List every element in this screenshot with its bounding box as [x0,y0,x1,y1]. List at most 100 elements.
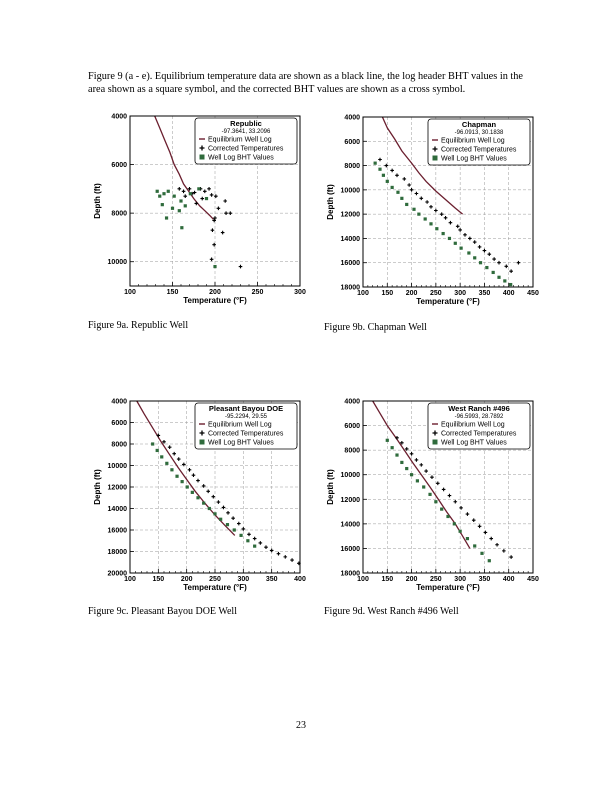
bht-square-point [487,559,491,563]
corrected-cross-point [213,216,217,220]
x-tick-label: 300 [237,576,249,583]
bht-square-point [162,192,166,196]
corrected-cross-point [167,445,172,450]
legend-item-equilibrium: Equilibrium Well Log [208,422,272,429]
x-tick-label: 250 [430,576,442,583]
y-tick-label: 12000 [108,485,128,492]
y-tick-label: 8000 [344,448,360,455]
corrected-cross-point [439,212,444,216]
x-tick-label: 400 [503,290,515,297]
corrected-cross-point [419,463,424,467]
y-tick-label: 10000 [341,472,361,479]
x-tick-label: 300 [454,576,466,583]
legend-item-corrected: Corrected Temperatures [208,146,284,153]
bht-square-point [373,161,377,165]
bht-square-point [396,190,400,194]
x-tick-label: 200 [406,576,418,583]
bht-square-point [503,279,507,283]
bht-square-point [170,206,175,210]
chart-caption-9c: Figure 9c. Pleasant Bayou DOE Well [88,606,237,617]
legend-title: Republic [230,119,262,128]
y-tick-label: 8000 [344,163,360,170]
x-tick-label: 250 [252,289,264,296]
bht-square-point [160,455,164,459]
corrected-cross-point [183,194,188,198]
corrected-cross-point [407,183,411,187]
plot-frame [362,400,534,574]
corrected-cross-point [191,473,196,477]
y-axis-label: Depth (ft) [93,183,102,219]
bht-square-point [485,265,489,270]
bht-square-point [385,179,389,183]
bht-square-point [428,492,432,496]
y-tick-label: 4000 [344,115,360,122]
corrected-cross-point [172,451,176,456]
legend-item-equilibrium: Equilibrium Well Log [208,137,272,144]
x-tick-label: 300 [294,289,306,296]
bht-square-point [151,442,155,446]
page-number: 23 [296,720,306,731]
corrected-cross-point [216,500,221,504]
bht-square-point [465,537,470,541]
corrected-cross-point [492,257,496,261]
bht-square-point [381,173,385,177]
corrected-cross-point [504,264,509,269]
bht-square-point [478,261,483,265]
legend-item-bht: Well Log BHT Values [208,440,274,447]
bht-square-point [467,251,471,255]
corrected-cross-point [276,551,281,556]
corrected-cross-point [269,548,274,553]
corrected-cross-point [237,521,241,526]
bht-square-point [175,474,179,478]
bht-square-point [453,241,457,245]
legend-title: Chapman [462,120,497,129]
corrected-cross-point [430,475,434,479]
corrected-cross-point [247,532,251,537]
y-tick-label: 4000 [111,399,127,406]
x-tick-label: 150 [152,576,164,583]
bht-square-point [185,485,189,489]
bht-square-point [232,528,236,532]
corrected-cross-point [429,205,433,209]
chart-caption-9a: Figure 9a. Republic Well [88,320,189,331]
y-tick-label: 8000 [111,211,127,218]
x-tick-label: 200 [209,289,221,296]
corrected-cross-point [210,228,215,232]
bht-square-point [190,490,194,494]
bht-square-point [204,196,209,201]
chart-caption-9d: Figure 9d. West Ranch #496 Well [324,606,459,617]
bht-square-point [246,539,250,543]
legend-square-marker [199,439,205,445]
bht-square-point [160,203,164,207]
y-tick-label: 4000 [344,399,360,406]
legend-cross-marker [432,146,438,152]
corrected-cross-point [441,487,446,492]
corrected-cross-point [182,462,186,467]
bht-square-point [202,501,206,505]
x-tick-label: 350 [479,576,491,583]
y-tick-label: 6000 [344,423,360,430]
bht-square-point [170,468,174,472]
corrected-cross-point [400,440,404,445]
bht-square-point [165,461,169,465]
legend-cross-marker [199,145,205,151]
corrected-cross-point [378,157,382,162]
bht-square-point [405,466,409,471]
y-axis-label: Depth (ft) [326,469,335,505]
legend-item-bht: Well Log BHT Values [441,440,507,447]
x-tick-label: 150 [167,289,179,296]
corrected-cross-point [409,188,414,192]
x-tick-label: 400 [294,576,306,583]
x-tick-label: 100 [357,290,369,297]
bht-square-point [166,189,170,193]
y-tick-label: 16000 [341,546,361,553]
legend-item-bht: Well Log BHT Values [441,156,507,163]
corrected-cross-point [425,200,429,204]
corrected-cross-point [162,440,166,444]
corrected-cross-point [241,527,246,531]
bht-square-point [447,236,452,241]
bht-square-point [491,270,495,275]
x-axis-label: Temperature (°F) [416,297,480,306]
corrected-cross-point [223,199,227,203]
bht-square-point [197,187,201,191]
